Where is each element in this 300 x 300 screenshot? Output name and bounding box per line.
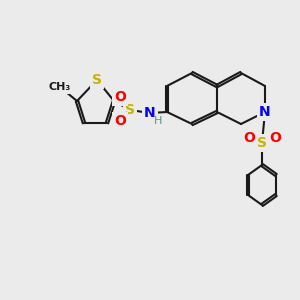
Text: H: H: [154, 116, 162, 126]
Text: O: O: [243, 131, 255, 145]
Text: N: N: [144, 106, 156, 120]
Text: O: O: [114, 90, 126, 104]
Text: S: S: [257, 136, 267, 150]
Text: S: S: [92, 73, 102, 87]
Text: O: O: [269, 131, 281, 145]
Text: N: N: [259, 105, 271, 119]
Text: O: O: [114, 114, 126, 128]
Text: S: S: [125, 103, 135, 117]
Text: CH₃: CH₃: [49, 82, 71, 92]
